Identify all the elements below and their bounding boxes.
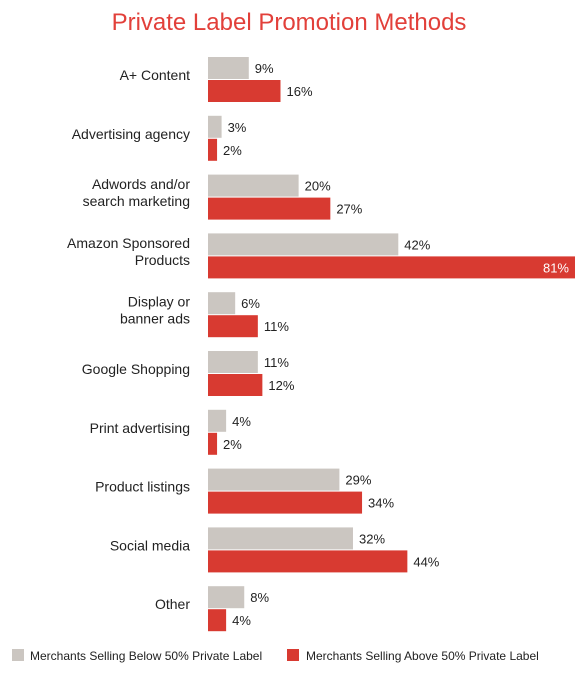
bar-group: Google Shopping 11% 12% xyxy=(82,351,295,396)
category-label: Other xyxy=(155,596,190,612)
bar-group: Other 8% 4% xyxy=(155,586,269,632)
plot-area: A+ Content 9% 16% Advertising agency 3% 2% Adw… xyxy=(67,57,575,632)
bar-below-50 xyxy=(208,527,353,550)
bar-above-50 xyxy=(208,491,363,514)
bar-above-50 xyxy=(208,432,218,455)
bar-below-50 xyxy=(208,409,227,432)
data-label: 42% xyxy=(404,237,430,252)
data-label: 27% xyxy=(336,202,362,217)
bar-above-50 xyxy=(208,138,218,161)
data-label: 2% xyxy=(223,437,242,452)
category-label: Product listings xyxy=(95,479,190,495)
category-label: A+ Content xyxy=(120,67,191,83)
legend: Merchants Selling Below 50% Private Labe… xyxy=(12,649,539,663)
data-label: 44% xyxy=(413,554,439,569)
data-label: 32% xyxy=(359,531,385,546)
bar-group: Product listings 29% 34% xyxy=(95,468,395,514)
chart-title: Private Label Promotion Methods xyxy=(112,9,467,36)
bar-below-50 xyxy=(208,586,245,609)
data-label: 8% xyxy=(250,590,269,605)
category-label: Print advertising xyxy=(90,420,190,436)
bar-above-50 xyxy=(208,80,281,102)
category-label: Advertising agency xyxy=(72,126,190,142)
bar-above-50 xyxy=(208,315,258,338)
data-label: 4% xyxy=(232,414,251,429)
legend-label: Merchants Selling Above 50% Private Labe… xyxy=(306,649,539,663)
category-label: Google Shopping xyxy=(82,361,190,377)
bar-group: Social media 32% 44% xyxy=(110,527,440,573)
bar-below-50 xyxy=(208,233,399,256)
bar-group: A+ Content 9% 16% xyxy=(120,57,313,102)
bar-below-50 xyxy=(208,351,258,373)
data-label: 29% xyxy=(345,473,371,488)
bar-below-50 xyxy=(208,292,236,315)
legend-label: Merchants Selling Below 50% Private Labe… xyxy=(30,649,262,663)
data-label: 11% xyxy=(264,319,289,334)
bar-above-50 xyxy=(208,609,227,632)
legend-swatch xyxy=(287,649,299,661)
bar-group: Amazon Sponsored Products 42% 81% xyxy=(67,233,575,279)
data-label: 9% xyxy=(255,61,274,76)
bar-above-50 xyxy=(208,550,408,573)
bar-above-50 xyxy=(208,256,575,279)
bar-group: Print advertising 4% 2% xyxy=(90,409,251,455)
bar-group: Advertising agency 3% 2% xyxy=(72,115,247,161)
bar-above-50 xyxy=(208,197,331,220)
bar-above-50 xyxy=(208,374,263,396)
data-label: 20% xyxy=(305,179,331,194)
bar-below-50 xyxy=(208,468,340,491)
legend-swatch xyxy=(12,649,24,661)
data-label: 2% xyxy=(223,143,242,158)
data-label: 81% xyxy=(543,260,569,275)
bar-group: Display or banner ads 6% 11% xyxy=(120,292,289,338)
data-label: 34% xyxy=(368,496,394,511)
category-label: Display or banner ads xyxy=(120,294,190,327)
data-label: 4% xyxy=(232,613,251,628)
category-label: Amazon Sponsored Products xyxy=(67,235,190,268)
data-label: 16% xyxy=(286,84,312,99)
category-label: Social media xyxy=(110,537,190,553)
data-label: 12% xyxy=(268,378,294,393)
data-label: 11% xyxy=(264,355,289,370)
bar-below-50 xyxy=(208,115,222,138)
bar-below-50 xyxy=(208,174,299,197)
data-label: 6% xyxy=(241,296,260,311)
category-label: Adwords and/or search marketing xyxy=(83,176,191,209)
bar-group: Adwords and/or search marketing 20% 27% xyxy=(83,174,363,220)
bar-below-50 xyxy=(208,57,249,79)
data-label: 3% xyxy=(228,120,247,135)
